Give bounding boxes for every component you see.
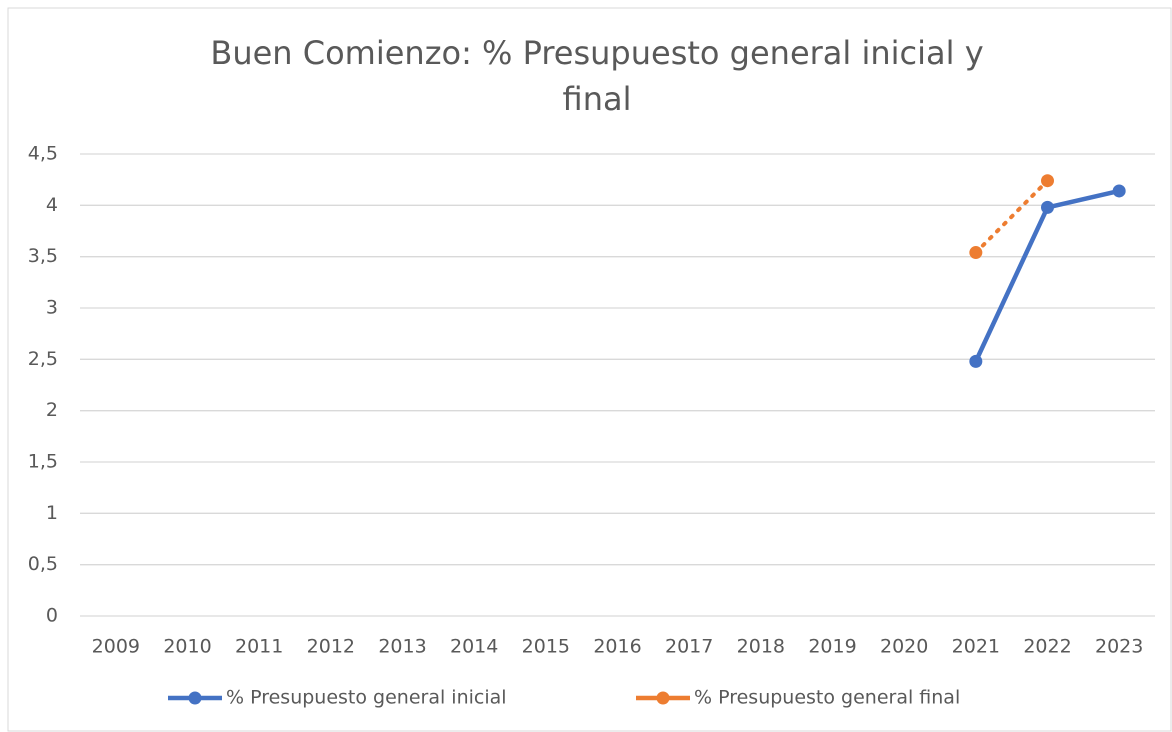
x-tick-label: 2021 [952,636,1000,658]
legend-label: % Presupuesto general final [694,687,960,709]
legend-marker [188,691,202,705]
chart-title: Buen Comienzo: % Presupuesto general ini… [210,34,983,72]
y-tick-label: 2,5 [28,348,58,370]
y-tick-label: 3,5 [28,245,58,267]
legend-marker [656,691,670,705]
series-line [973,178,1050,255]
legend-label: % Presupuesto general inicial [226,687,507,709]
x-tick-label: 2022 [1023,636,1071,658]
x-tick-label: 2018 [737,636,785,658]
y-tick-label: 1,5 [28,451,58,473]
chart-frame [7,7,1172,732]
x-tick-label: 2013 [378,636,426,658]
x-tick-label: 2009 [92,636,140,658]
x-tick-label: 2012 [307,636,355,658]
point [969,354,983,368]
x-tick-label: 2016 [593,636,641,658]
x-tick-label: 2010 [163,636,211,658]
y-tick-label: 4,5 [28,143,58,165]
x-tick-label: 2019 [808,636,856,658]
y-tick-label: 0 [46,605,58,627]
x-tick-label: 2014 [450,636,498,658]
point [1041,200,1054,214]
point [969,246,983,260]
point [1041,174,1054,188]
y-tick-label: 3 [46,297,58,319]
y-tick-label: 2 [46,399,58,421]
point [1112,184,1126,198]
y-tick-label: 1 [46,502,58,524]
y-tick-label: 4 [46,194,58,216]
x-tick-label: 2017 [665,636,713,658]
x-tick-label: 2023 [1095,636,1143,658]
x-tick-label: 2015 [522,636,570,658]
chart-title: final [563,80,632,118]
x-tick-label: 2020 [880,636,928,658]
y-tick-label: 0,5 [28,553,58,575]
x-tick-label: 2011 [235,636,283,658]
